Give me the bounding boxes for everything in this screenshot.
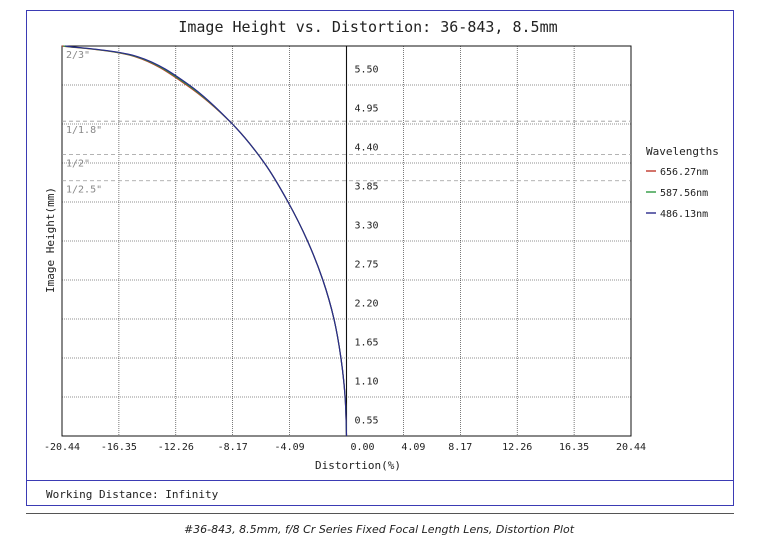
series-line-486.13nm [65,45,348,437]
sensor-marker-label: 1/1.8" [66,125,102,136]
x-tick-label: -20.44 [44,442,80,453]
y-tick-label: 4.40 [355,142,379,153]
footer-divider [26,480,734,481]
y-tick-label: 4.95 [355,103,379,114]
sensor-markers: 2/3" 1/1.8" 1/2" 1/2.5" [62,50,631,196]
legend-title: Wavelengths [646,145,719,158]
x-tick-label: 0.00 [351,442,375,453]
y-tick-label: 1.65 [355,337,379,348]
series-lines [61,45,348,437]
y-tick-label: 2.75 [355,259,379,270]
figure-caption: #36-843, 8.5mm, f/8 Cr Series Fixed Foca… [183,523,575,536]
sensor-marker-label: 1/2.5" [66,185,102,196]
x-tick-label: -4.09 [275,442,305,453]
legend-label: 587.56nm [660,188,708,199]
sensor-marker-label: 2/3" [66,50,90,61]
y-tick-label: 3.85 [355,181,379,192]
chart-frame [26,10,734,506]
working-distance: Working Distance: Infinity [46,488,219,501]
legend-label: 656.27nm [660,167,708,178]
x-tick-label: -12.26 [158,442,194,453]
caption-rule [26,513,734,514]
sensor-marker-label: 1/2" [66,158,90,169]
grid [61,45,632,437]
x-tick-label: 8.17 [448,442,472,453]
x-tick-label: -16.35 [101,442,137,453]
legend-label: 486.13nm [660,209,708,220]
y-tick-label: 2.20 [355,298,379,309]
x-tick-label: 12.26 [502,442,532,453]
x-tick-label: -8.17 [218,442,248,453]
y-tick-label: 0.55 [355,415,379,426]
tick-labels: -20.44 -16.35 -12.26 -8.17 -4.09 0.00 4.09 8.17… [44,64,646,453]
chart-title: Image Height vs. Distortion: 36-843, 8.5… [178,18,557,36]
x-tick-label: 16.35 [559,442,589,453]
y-tick-label: 3.30 [355,220,379,231]
y-tick-label: 1.10 [355,376,379,387]
y-axis-label: Image Height(mm) [44,187,57,293]
legend: Wavelengths 656.27nm 587.56nm 486.13nm [646,145,719,220]
y-tick-label: 5.50 [355,64,379,75]
x-axis-label: Distortion(%) [315,459,401,472]
x-tick-label: 20.44 [616,442,646,453]
x-tick-label: 4.09 [401,442,425,453]
